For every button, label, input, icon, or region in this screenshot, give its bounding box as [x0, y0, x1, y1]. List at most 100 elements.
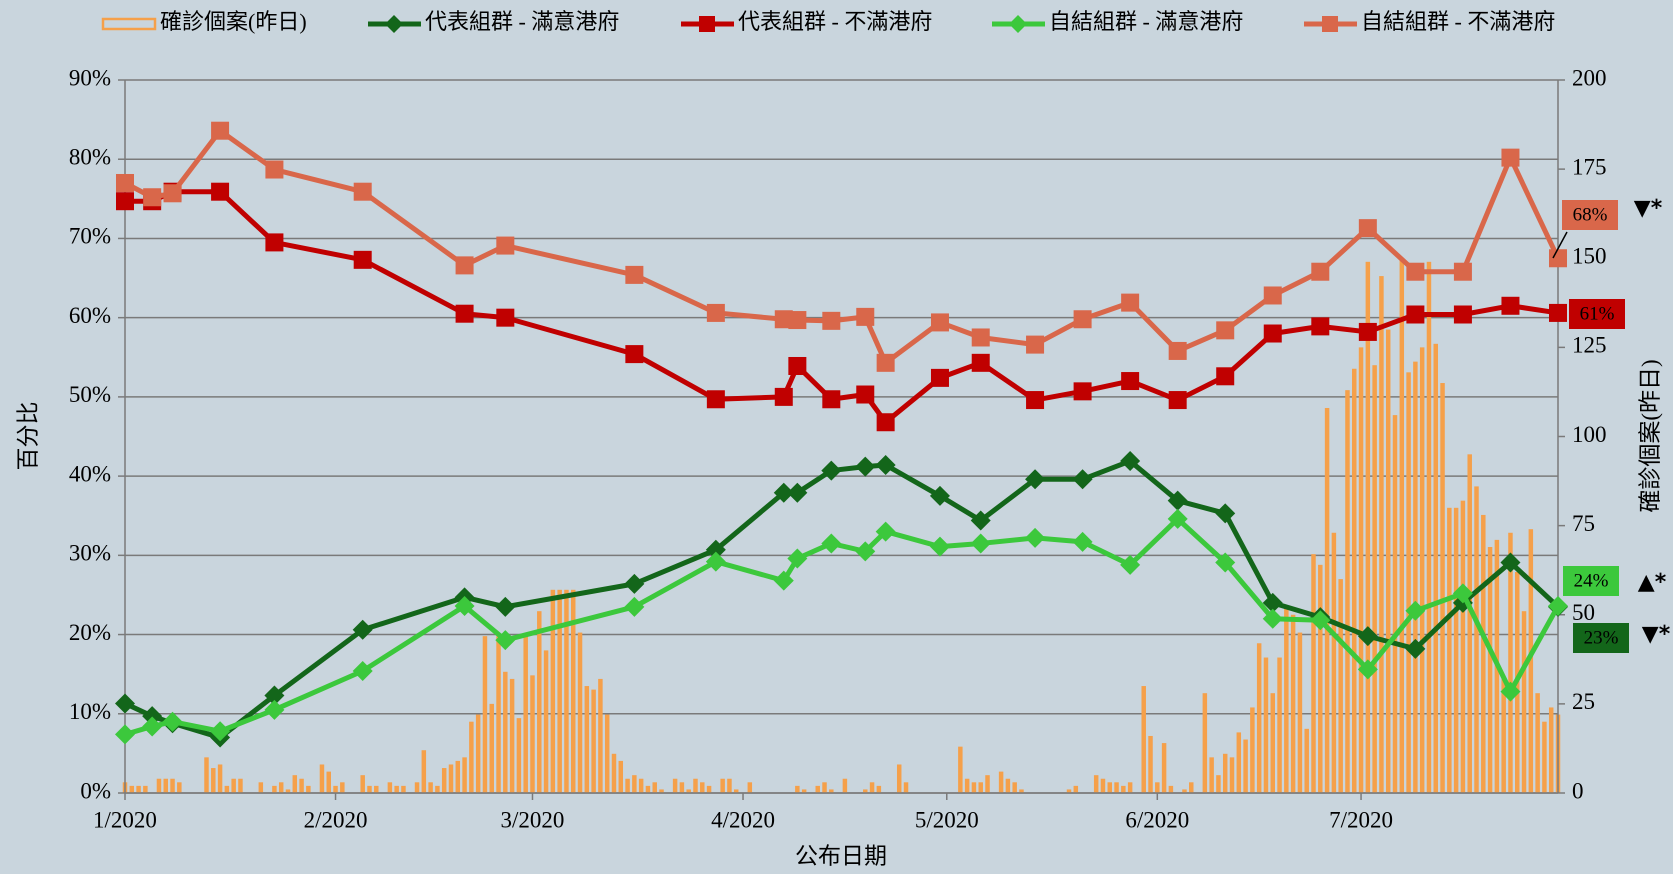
marker	[930, 313, 949, 332]
bar	[156, 778, 162, 793]
bar	[1209, 757, 1214, 793]
marker	[353, 182, 372, 201]
bar	[1114, 782, 1119, 793]
marker	[1120, 451, 1141, 472]
bar	[1392, 415, 1398, 793]
marker	[1026, 391, 1045, 410]
bar	[1406, 372, 1411, 793]
marker	[1501, 148, 1520, 167]
marker	[1121, 293, 1140, 312]
legend-marker	[1009, 15, 1027, 33]
bar	[374, 785, 379, 793]
marker	[625, 265, 644, 284]
bar	[1338, 579, 1343, 793]
bar	[795, 785, 800, 793]
marker	[1215, 503, 1236, 524]
marker	[1406, 305, 1425, 324]
marker	[1405, 600, 1426, 621]
bar	[1141, 686, 1146, 793]
marker	[1453, 305, 1472, 324]
marker	[265, 160, 284, 179]
bar	[598, 678, 603, 793]
bar	[570, 589, 576, 793]
marker	[1215, 552, 1236, 573]
bar	[1222, 753, 1228, 793]
bar	[1324, 407, 1330, 793]
marker	[787, 482, 808, 503]
marker	[1310, 610, 1331, 631]
y-tick-label: 70%	[69, 224, 111, 249]
marker	[705, 551, 726, 572]
marker	[624, 596, 645, 617]
marker	[1167, 508, 1188, 529]
bar	[801, 789, 807, 793]
marker	[875, 521, 896, 542]
bar	[591, 689, 596, 793]
marker	[1073, 382, 1092, 401]
marker	[1262, 608, 1283, 629]
marker	[115, 724, 135, 745]
bar	[530, 675, 535, 793]
bar	[136, 785, 141, 793]
y-tick-label: 80%	[69, 145, 111, 170]
marker	[971, 328, 990, 347]
y2-axis-title: 確診個案(昨日)	[1637, 359, 1662, 512]
y-tick-label: 50%	[69, 382, 111, 407]
marker	[624, 573, 645, 594]
bar	[1481, 514, 1486, 793]
marker	[163, 184, 182, 203]
bar	[971, 782, 977, 793]
bar	[564, 589, 569, 793]
legend-swatch	[101, 17, 157, 31]
bar	[550, 589, 556, 793]
bar	[170, 778, 175, 793]
bar	[1542, 721, 1547, 793]
marker	[1263, 324, 1282, 343]
bar	[679, 782, 685, 793]
marker	[929, 536, 950, 557]
bar	[822, 782, 827, 793]
x-tick-label: 2/2020	[304, 807, 368, 832]
marker	[1500, 681, 1521, 702]
bar	[1148, 735, 1153, 793]
marker	[822, 311, 841, 330]
marker	[162, 711, 183, 732]
y2-tick-label: 100	[1572, 422, 1607, 447]
y2-tick-label: 200	[1572, 65, 1607, 90]
bar	[659, 789, 664, 793]
bar	[1121, 785, 1126, 793]
marker	[142, 716, 163, 737]
y-tick-label: 90%	[69, 65, 111, 90]
y-tick-label: 0%	[80, 778, 111, 803]
marker	[1549, 303, 1567, 322]
legend-label: 自結組群 - 不滿港府	[1361, 9, 1555, 34]
marker	[1548, 596, 1568, 617]
bar	[441, 768, 447, 793]
x-tick-label: 5/2020	[915, 807, 979, 832]
bar	[869, 782, 875, 793]
bar	[469, 721, 474, 793]
marker	[142, 706, 163, 727]
marker	[1072, 531, 1093, 552]
bar	[747, 782, 753, 793]
marker	[1501, 296, 1520, 315]
marker	[1120, 554, 1141, 575]
bar	[1311, 554, 1316, 793]
x-tick-label: 1/2020	[93, 807, 157, 832]
bar	[706, 785, 712, 793]
bar	[1399, 258, 1405, 793]
bar	[896, 764, 902, 793]
marker	[264, 685, 285, 706]
marker	[971, 353, 990, 372]
bar	[625, 778, 630, 793]
marker	[1216, 367, 1235, 386]
bar	[231, 778, 236, 793]
annotation-symbol: ▲*	[1638, 570, 1667, 595]
bar	[1453, 507, 1459, 793]
marker	[1549, 249, 1567, 268]
marker	[706, 303, 725, 322]
bar	[1236, 732, 1242, 793]
bar	[326, 771, 331, 793]
bar	[1250, 707, 1255, 793]
bar	[1155, 782, 1160, 793]
